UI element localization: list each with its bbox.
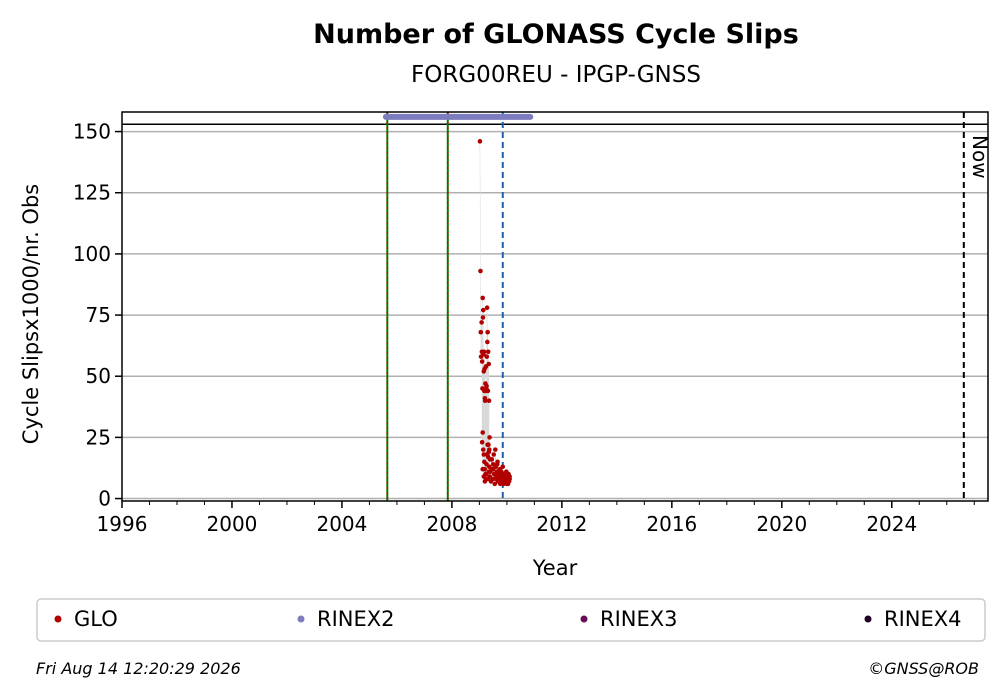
glo-point bbox=[484, 383, 489, 389]
glo-point bbox=[485, 339, 490, 345]
glo-point bbox=[484, 354, 490, 359]
glo-point bbox=[486, 449, 492, 455]
glo-point bbox=[496, 474, 501, 479]
glo-point bbox=[490, 476, 495, 482]
glo-point bbox=[480, 307, 486, 313]
x-tick-label-1996: 1996 bbox=[97, 512, 148, 536]
x-tick-label-2000: 2000 bbox=[207, 512, 258, 536]
glo-point bbox=[485, 442, 490, 448]
legend-label-rinex2: RINEX2 bbox=[317, 607, 395, 631]
x-axis-label: Year bbox=[532, 556, 578, 580]
legend-label-glo: GLO bbox=[74, 607, 118, 631]
glo-point bbox=[482, 398, 488, 403]
glo-point bbox=[480, 466, 485, 472]
glo-point bbox=[486, 469, 492, 474]
reference-lines: Now bbox=[122, 112, 992, 501]
data-points bbox=[477, 139, 512, 487]
y-tick-label-50: 50 bbox=[86, 364, 111, 388]
legend-marker-rinex4 bbox=[864, 615, 872, 623]
glo-point bbox=[487, 435, 492, 440]
glo-point bbox=[484, 305, 490, 311]
glo-point bbox=[500, 464, 506, 470]
glo-point bbox=[478, 268, 483, 274]
glo-point bbox=[481, 349, 487, 355]
glo-point bbox=[497, 469, 503, 474]
grid bbox=[122, 130, 988, 500]
glo-point bbox=[485, 454, 491, 460]
x-tick-label-2004: 2004 bbox=[316, 512, 367, 536]
glo-point bbox=[485, 388, 491, 394]
x-tick-label-2016: 2016 bbox=[646, 512, 697, 536]
y-tick-label-125: 125 bbox=[73, 181, 111, 205]
glo-point bbox=[485, 329, 490, 335]
glo-point bbox=[492, 471, 497, 477]
legend-marker-glo bbox=[54, 615, 62, 623]
glo-point bbox=[489, 457, 495, 462]
footer-timestamp: Fri Aug 14 12:20:29 2026 bbox=[36, 659, 241, 678]
y-tick-label-25: 25 bbox=[86, 425, 111, 449]
x-tick-label-2012: 2012 bbox=[536, 512, 587, 536]
glo-point bbox=[479, 320, 484, 325]
y-axis-label: Cycle Slipsx1000/nr. Obs bbox=[19, 184, 43, 444]
glo-point bbox=[485, 349, 491, 355]
glo-point bbox=[504, 481, 510, 487]
x-tick-label-2024: 2024 bbox=[866, 512, 917, 536]
glo-point bbox=[491, 452, 496, 457]
glo-point bbox=[477, 139, 483, 144]
glo-point bbox=[480, 447, 486, 452]
legend-items: GLO RINEX2 RINEX3 RINEX4 bbox=[54, 607, 962, 631]
glo-point bbox=[486, 361, 492, 367]
glo-point bbox=[480, 430, 485, 435]
legend-box bbox=[36, 598, 986, 642]
y-tick-label-0: 0 bbox=[98, 487, 111, 511]
glo-point bbox=[481, 452, 487, 457]
axis-ticks: 0 25 50 75 100 125 150 1996 2000 2004 2008 2012 2016… bbox=[73, 120, 975, 536]
chart-title: Number of GLONASS Cycle Slips bbox=[313, 19, 799, 50]
glo-point bbox=[479, 359, 485, 364]
plot-frame bbox=[121, 111, 989, 502]
chart-subtitle: FORG00REU - IPGP-GNSS bbox=[411, 62, 701, 88]
glo-point bbox=[493, 447, 498, 452]
y-tick-label-150: 150 bbox=[73, 120, 111, 144]
legend-label-rinex4: RINEX4 bbox=[884, 607, 962, 631]
footer-copyright: ©GNSS@ROB bbox=[868, 659, 979, 678]
glo-point bbox=[480, 295, 485, 301]
glo-point bbox=[479, 439, 485, 445]
glo-point bbox=[507, 476, 512, 482]
glo-point bbox=[490, 466, 496, 472]
glo-point bbox=[501, 476, 507, 482]
glo-point bbox=[485, 476, 490, 482]
x-tick-label-2020: 2020 bbox=[756, 512, 807, 536]
glo-point bbox=[494, 462, 500, 467]
glo-point bbox=[492, 481, 498, 487]
y-tick-label-75: 75 bbox=[86, 303, 111, 327]
legend-marker-rinex2 bbox=[297, 615, 305, 623]
glo-point bbox=[486, 398, 492, 403]
y-tick-label-100: 100 bbox=[73, 242, 111, 266]
glo-point bbox=[478, 329, 484, 335]
legend-label-rinex3: RINEX3 bbox=[600, 607, 678, 631]
glo-point bbox=[480, 315, 486, 320]
legend: GLO RINEX2 RINEX3 RINEX4 bbox=[36, 598, 986, 642]
x-tick-label-2008: 2008 bbox=[426, 512, 477, 536]
legend-marker-rinex3 bbox=[580, 615, 588, 623]
